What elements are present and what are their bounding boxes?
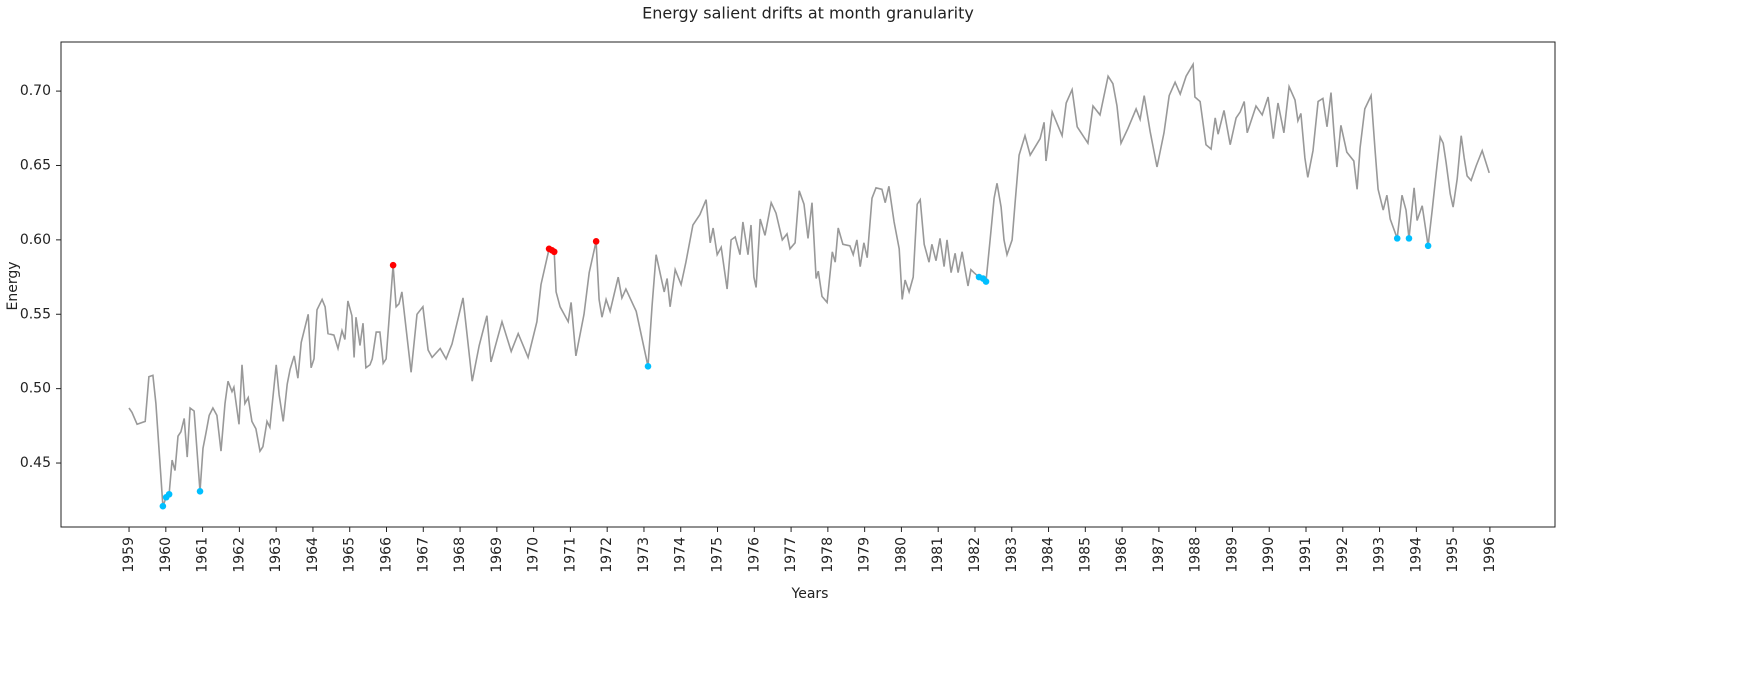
y-tick-label: 0.70 — [20, 83, 51, 99]
salient-point — [196, 487, 204, 495]
salient-point — [1405, 235, 1413, 242]
x-tick-label: 1970 — [526, 537, 542, 573]
x-tick-label: 1968 — [452, 537, 468, 573]
salient-point — [389, 261, 397, 269]
x-tick-label: 1967 — [415, 537, 431, 573]
x-tick-label: 1983 — [1004, 537, 1020, 573]
y-axis-label: Energy — [5, 261, 21, 310]
x-tick-label: 1971 — [562, 537, 578, 573]
x-tick-label: 1989 — [1224, 537, 1240, 573]
x-tick-label: 1996 — [1482, 537, 1498, 573]
chart-title: Energy salient drifts at month granulari… — [642, 4, 974, 23]
x-tick-label: 1995 — [1445, 537, 1461, 573]
x-tick-label: 1992 — [1335, 537, 1351, 573]
x-tick-label: 1987 — [1151, 537, 1167, 573]
y-tick-label: 0.45 — [20, 455, 51, 471]
data-line — [128, 61, 1490, 507]
salient-point — [165, 490, 173, 498]
x-tick-label: 1965 — [342, 537, 358, 573]
salient-point — [982, 278, 990, 285]
x-tick-label: 1961 — [195, 537, 211, 573]
x-tick-label: 1980 — [893, 537, 909, 573]
x-tick-label: 1959 — [121, 537, 137, 573]
y-tick-label: 0.55 — [20, 306, 51, 322]
x-tick-label: 1982 — [967, 537, 983, 573]
x-axis-label: Years — [791, 586, 829, 602]
salient-point — [1424, 242, 1432, 250]
salient-point — [644, 363, 652, 370]
salient-point — [550, 248, 558, 256]
x-tick-label: 1986 — [1114, 537, 1130, 573]
x-tick-label: 1975 — [710, 537, 726, 573]
x-tick-label: 1988 — [1188, 537, 1204, 573]
x-tick-label: 1969 — [489, 537, 505, 573]
x-tick-label: 1991 — [1298, 537, 1314, 573]
x-tick-label: 1962 — [231, 537, 247, 573]
plot-frame — [60, 41, 1556, 528]
x-tick-label: 1973 — [636, 537, 652, 573]
x-tick-label: 1964 — [305, 537, 321, 573]
x-tick-label: 1984 — [1041, 537, 1057, 573]
x-tick-label: 1979 — [857, 537, 873, 573]
y-tick-label: 0.50 — [20, 381, 51, 397]
x-tick-label: 1993 — [1372, 537, 1388, 573]
x-tick-label: 1994 — [1408, 537, 1424, 573]
x-tick-label: 1985 — [1077, 537, 1093, 573]
x-tick-label: 1978 — [820, 537, 836, 573]
y-tick-label: 0.60 — [20, 232, 51, 248]
x-tick-label: 1974 — [673, 537, 689, 573]
x-tick-label: 1966 — [379, 537, 395, 573]
salient-point — [592, 238, 600, 245]
x-tick-label: 1990 — [1261, 537, 1277, 573]
x-tick-label: 1977 — [783, 537, 799, 573]
salient-point — [1393, 235, 1401, 242]
x-tick-label: 1981 — [930, 537, 946, 573]
y-tick-label: 0.65 — [20, 157, 51, 173]
salient-point — [159, 502, 167, 510]
x-tick-label: 1972 — [599, 537, 615, 573]
x-tick-label: 1963 — [268, 537, 284, 573]
x-tick-label: 1976 — [746, 537, 762, 573]
x-tick-label: 1960 — [158, 537, 174, 573]
